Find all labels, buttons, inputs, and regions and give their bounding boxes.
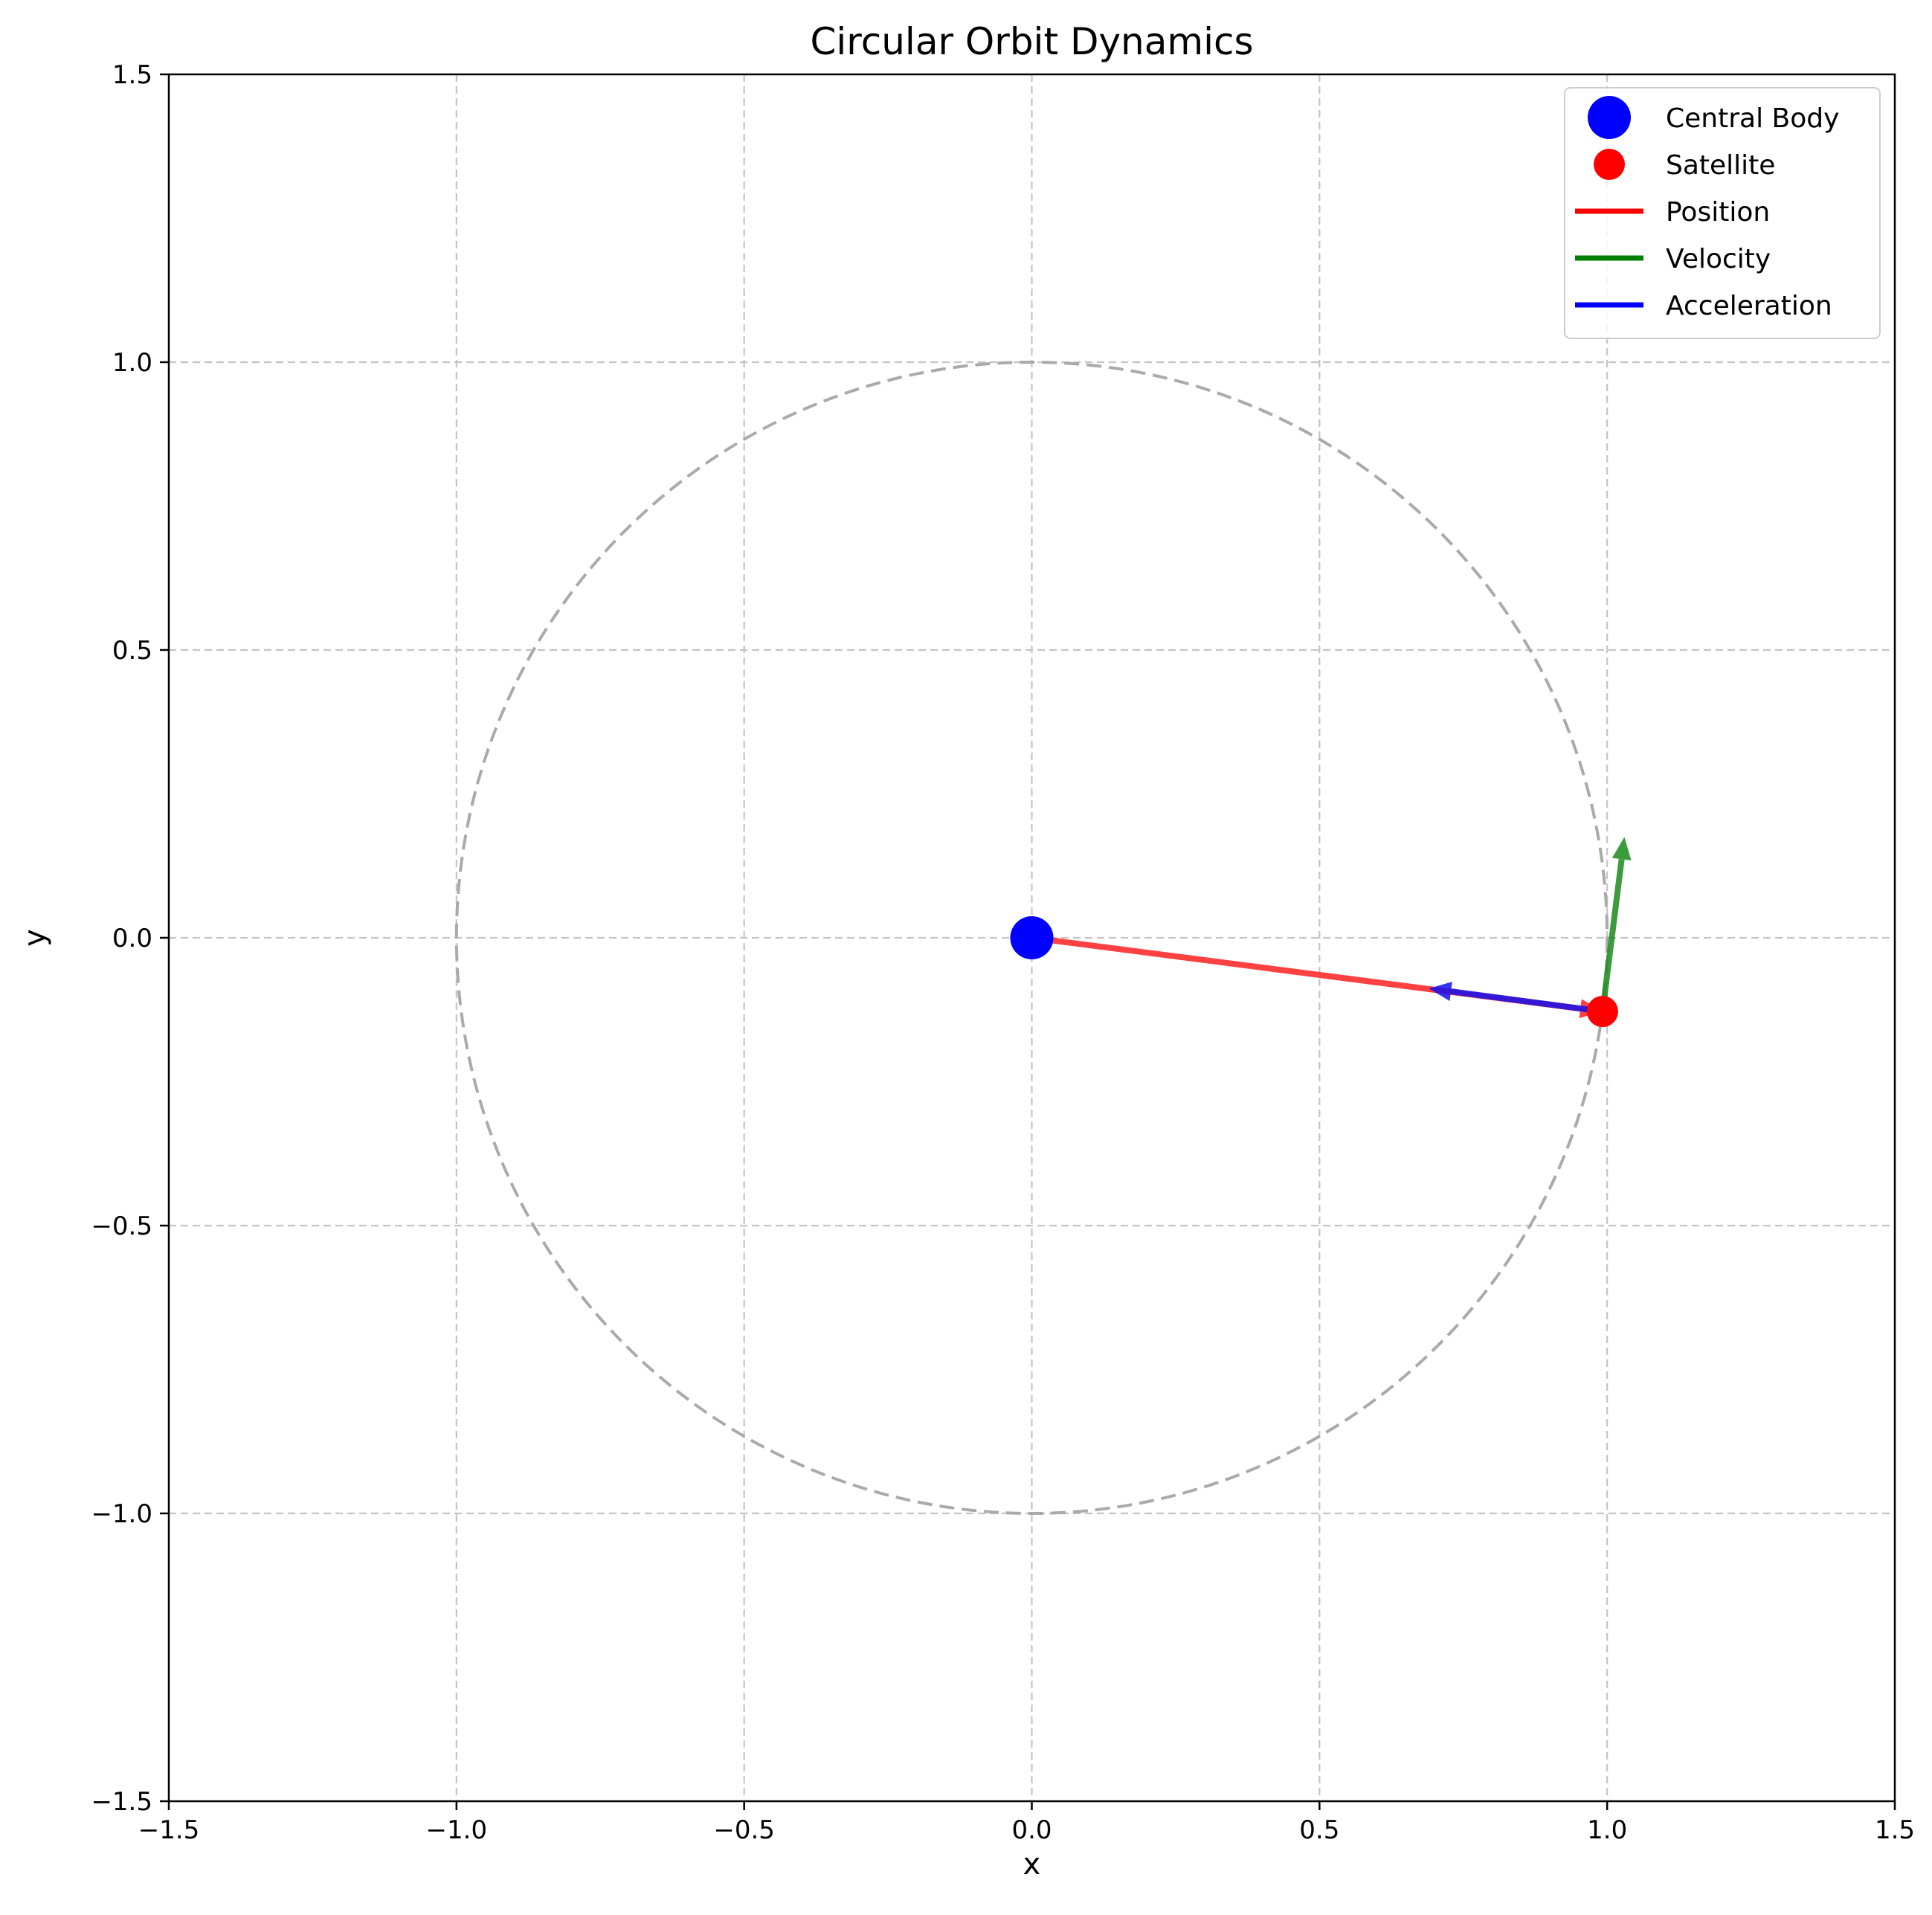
vector-layer [1031,837,1632,1019]
y-tick-label: 0.5 [112,636,152,666]
x-tick-label: 0.0 [1011,1815,1052,1845]
x-tick-label: 0.5 [1299,1815,1339,1845]
x-tick-label: −1.5 [138,1815,200,1845]
legend-satellite-label: Satellite [1666,150,1775,181]
y-tick-label: 0.0 [112,924,152,953]
y-tick-label: 1.0 [112,348,152,378]
x-tick-label: 1.5 [1875,1815,1915,1845]
acceleration-vector-shaft [1450,988,1603,1015]
x-tick-label: −1.0 [426,1815,488,1845]
y-axis-label: y [18,929,52,947]
legend-central-body-label: Central Body [1666,103,1839,134]
x-tick-label: 1.0 [1587,1815,1627,1845]
ticks: −1.5 −1.0 −0.5 0.0 0.5 1.0 1.5 −1.5 −1.0 −0.5 0.0 0… [91,60,1915,1845]
y-tick-label: −0.5 [91,1211,152,1241]
legend-acceleration-label: Acceleration [1666,291,1832,321]
acceleration-vector-head [1429,982,1452,1001]
y-tick-label: −1.0 [91,1499,152,1529]
point-layer [1010,916,1618,1028]
legend-velocity-label: Velocity [1666,244,1771,274]
x-axis-label: x [1023,1847,1041,1882]
orbit-layer [454,361,1609,1515]
y-tick-label: −1.5 [91,1787,152,1817]
velocity-vector-shaft [1600,858,1625,1012]
legend: Central Body Satellite Position Velocity Acc… [1564,87,1881,339]
legend-position-label: Position [1666,197,1770,228]
legend-box [1564,87,1881,339]
legend-central-body-marker [1588,96,1631,139]
y-tick-label: 1.5 [112,60,152,90]
satellite-marker [1586,996,1618,1028]
orbit-path [454,361,1609,1515]
central-body-marker [1010,916,1054,959]
chart-title: Circular Orbit Dynamics [810,20,1253,63]
legend-satellite-marker [1594,149,1625,180]
velocity-vector-head [1611,837,1632,860]
x-tick-label: −0.5 [713,1815,775,1845]
